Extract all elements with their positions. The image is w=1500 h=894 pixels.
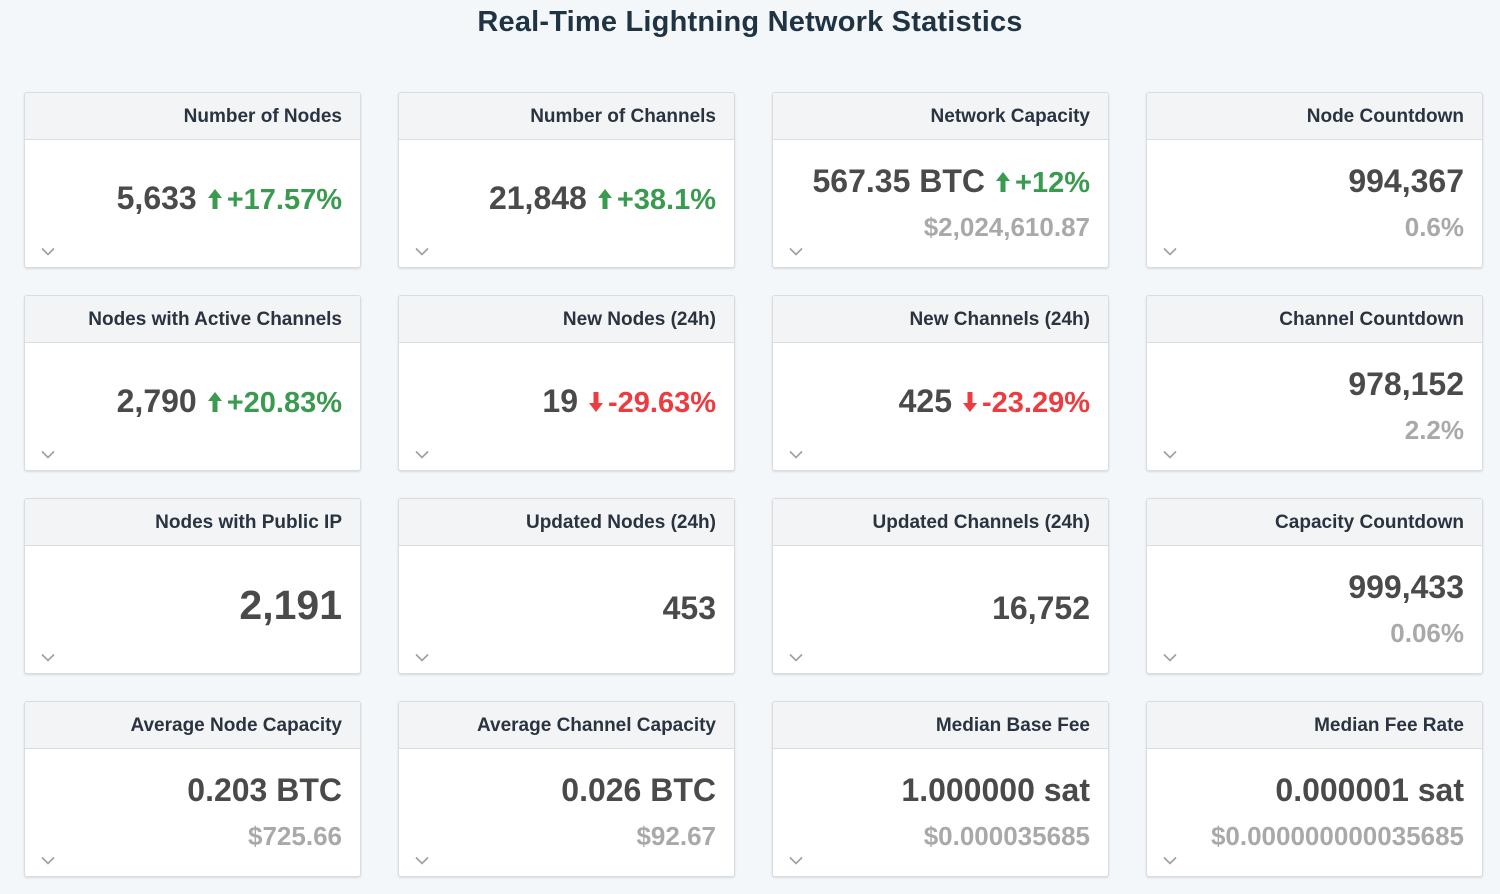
card-value: 994,367 [1348,163,1464,199]
stat-card-median-fee-rate: Median Fee Rate 0.000001 sat $0.00000000… [1146,701,1483,877]
chevron-down-icon[interactable] [415,653,433,665]
change-value: +20.83% [226,387,342,419]
card-secondary-value: $0.000035685 [923,821,1090,851]
card-value: 5,633 [116,180,197,216]
card-title: New Channels (24h) [773,296,1108,343]
card-value: 999,433 [1348,569,1464,605]
card-value: 978,152 [1348,366,1464,402]
chevron-down-icon[interactable] [789,247,807,259]
card-value: 0.000001 sat [1275,772,1464,808]
card-title: Capacity Countdown [1147,499,1482,546]
card-title: Network Capacity [773,93,1108,140]
card-value: 425 [898,383,952,419]
card-secondary-value: 2.2% [1404,415,1464,445]
card-value: 0.203 BTC [187,772,342,808]
stat-card-new-channels: New Channels (24h) 425 -23.29% [772,295,1109,471]
stat-card-number-of-nodes: Number of Nodes 5,633 +17.57% [24,92,361,268]
arrow-down-icon [588,387,604,420]
card-title: Number of Channels [399,93,734,140]
card-secondary-value: $0.000000000035685 [1210,821,1464,851]
chevron-down-icon[interactable] [41,856,59,868]
card-secondary-value: $2,024,610.87 [923,212,1090,242]
change-indicator: +20.83% [207,387,342,419]
chevron-down-icon[interactable] [789,450,807,462]
change-value: +17.57% [226,184,342,216]
stat-card-node-countdown: Node Countdown 994,367 0.6% [1146,92,1483,268]
chevron-down-icon[interactable] [415,247,433,259]
change-indicator: +38.1% [597,184,716,216]
chevron-down-icon[interactable] [789,653,807,665]
stat-card-updated-nodes: Updated Nodes (24h) 453 [398,498,735,674]
card-title: Node Countdown [1147,93,1482,140]
chevron-down-icon[interactable] [41,653,59,665]
card-value: 453 [662,590,716,626]
stat-card-channel-countdown: Channel Countdown 978,152 2.2% [1146,295,1483,471]
stat-card-capacity-countdown: Capacity Countdown 999,433 0.06% [1146,498,1483,674]
change-indicator: -23.29% [962,387,1090,419]
card-value: 567.35 BTC [812,163,986,199]
arrow-up-icon [597,184,613,217]
stat-card-median-base-fee: Median Base Fee 1.000000 sat $0.00003568… [772,701,1109,877]
stat-card-updated-channels: Updated Channels (24h) 16,752 [772,498,1109,674]
chevron-down-icon[interactable] [41,450,59,462]
arrow-up-icon [995,167,1011,200]
chevron-down-icon[interactable] [1163,856,1181,868]
card-title: Channel Countdown [1147,296,1482,343]
card-value: 2,191 [239,582,342,628]
change-value: -23.29% [981,387,1090,419]
stat-card-nodes-with-active-channels: Nodes with Active Channels 2,790 +20.83% [24,295,361,471]
stats-grid: Number of Nodes 5,633 +17.57% Number of C… [24,92,1483,877]
card-value: 21,848 [488,180,587,216]
card-title: Number of Nodes [25,93,360,140]
chevron-down-icon[interactable] [1163,653,1181,665]
card-title: Updated Nodes (24h) [399,499,734,546]
page-title: Real-Time Lightning Network Statistics [477,6,1023,38]
chevron-down-icon[interactable] [415,856,433,868]
card-title: Median Fee Rate [1147,702,1482,749]
card-title: Median Base Fee [773,702,1108,749]
card-title: Nodes with Public IP [25,499,360,546]
change-indicator: -29.63% [588,387,716,419]
card-value: 19 [542,383,578,419]
card-value: 1.000000 sat [901,772,1090,808]
card-title: Updated Channels (24h) [773,499,1108,546]
chevron-down-icon[interactable] [1163,450,1181,462]
card-title: Nodes with Active Channels [25,296,360,343]
arrow-up-icon [207,387,223,420]
card-secondary-value: 0.6% [1404,212,1464,242]
change-indicator: +17.57% [207,184,342,216]
stat-card-new-nodes: New Nodes (24h) 19 -29.63% [398,295,735,471]
change-value: +38.1% [616,184,716,216]
card-title: New Nodes (24h) [399,296,734,343]
arrow-down-icon [962,387,978,420]
card-title: Average Node Capacity [25,702,360,749]
stat-card-network-capacity: Network Capacity 567.35 BTC +12% $2,024,6… [772,92,1109,268]
stat-card-nodes-with-public-ip: Nodes with Public IP 2,191 [24,498,361,674]
card-secondary-value: $92.67 [636,821,716,851]
change-indicator: +12% [995,167,1090,199]
stat-card-average-node-capacity: Average Node Capacity 0.203 BTC $725.66 [24,701,361,877]
stat-card-average-channel-capacity: Average Channel Capacity 0.026 BTC $92.6… [398,701,735,877]
change-value: -29.63% [607,387,716,419]
chevron-down-icon[interactable] [789,856,807,868]
chevron-down-icon[interactable] [41,247,59,259]
arrow-up-icon [207,184,223,217]
change-value: +12% [1015,167,1090,199]
card-secondary-value: $725.66 [248,821,342,851]
chevron-down-icon[interactable] [1163,247,1181,259]
card-secondary-value: 0.06% [1390,618,1464,648]
card-value: 2,790 [116,383,197,419]
chevron-down-icon[interactable] [415,450,433,462]
card-title: Average Channel Capacity [399,702,734,749]
card-value: 16,752 [992,590,1090,626]
stat-card-number-of-channels: Number of Channels 21,848 +38.1% [398,92,735,268]
card-value: 0.026 BTC [561,772,716,808]
